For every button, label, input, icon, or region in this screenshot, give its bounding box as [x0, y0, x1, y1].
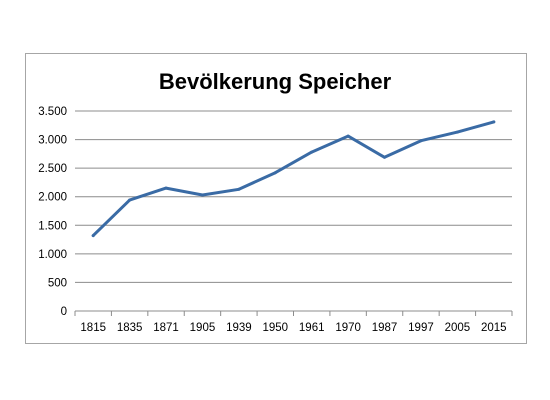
y-tick-label: 1.000: [38, 249, 67, 261]
x-tick-label: 1997: [408, 322, 434, 334]
data-point: [164, 186, 168, 190]
y-tick-label: 2.500: [38, 163, 67, 175]
data-point: [419, 139, 423, 143]
data-point: [273, 171, 277, 175]
data-point: [455, 130, 459, 134]
chart-frame: [25, 53, 527, 344]
x-tick-label: 1950: [262, 322, 288, 334]
data-point: [310, 150, 314, 154]
x-tick-label: 1871: [153, 322, 179, 334]
y-tick-label: 2.000: [38, 192, 67, 204]
data-point: [128, 198, 132, 202]
x-tick-label: 1835: [117, 322, 143, 334]
y-axis-ticks: 0 500 1.000 1.500 2.000 2.500 3.000 3.500: [38, 106, 67, 318]
y-tick-label: 500: [48, 277, 67, 289]
x-tick-label: 2005: [445, 322, 471, 334]
data-point: [492, 120, 496, 124]
y-tick-label: 3.500: [38, 106, 67, 118]
data-point: [383, 155, 387, 159]
data-point: [200, 193, 204, 197]
y-tick-label: 0: [61, 306, 67, 318]
x-tick-label: 1970: [335, 322, 361, 334]
data-point: [237, 187, 241, 191]
chart-title: Bevölkerung Speicher: [159, 69, 392, 94]
x-tick-label: 1815: [80, 322, 106, 334]
x-tick-label: 2015: [481, 322, 507, 334]
x-tick-label: 1961: [299, 322, 325, 334]
y-tick-label: 1.500: [38, 220, 67, 232]
series-line: [91, 120, 496, 238]
x-tick-label: 1905: [190, 322, 216, 334]
x-tick-label: 1939: [226, 322, 252, 334]
x-tick-label: 1987: [372, 322, 398, 334]
y-tick-label: 3.000: [38, 135, 67, 147]
x-axis-ticks: 1815 1835 1871 1905 1939 1950 1961 1970 1987 1997…: [74, 311, 513, 334]
gridlines: [75, 110, 512, 283]
data-point: [91, 234, 95, 238]
series-lines: [91, 120, 496, 238]
data-point: [346, 134, 350, 138]
